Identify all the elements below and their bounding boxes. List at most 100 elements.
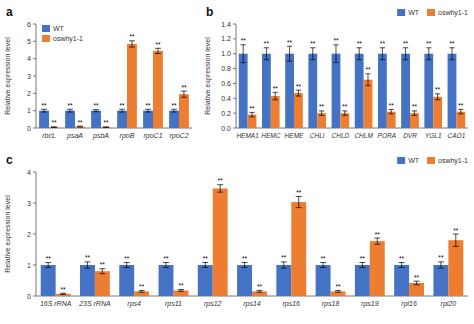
legend: WToswhy1-1 bbox=[42, 25, 83, 43]
significance-marker: ** bbox=[357, 40, 363, 47]
significance-marker: ** bbox=[264, 40, 270, 47]
significance-marker: ** bbox=[426, 40, 432, 47]
legend-label: WT bbox=[53, 25, 65, 32]
y-axis-label: Relative expression level bbox=[4, 37, 12, 115]
significance-marker: ** bbox=[139, 283, 145, 290]
y-tick-label: 1.2 bbox=[221, 35, 231, 42]
error-bar bbox=[273, 92, 278, 99]
error-bar bbox=[119, 109, 125, 112]
bar bbox=[262, 54, 271, 128]
bar bbox=[75, 127, 85, 128]
significance-marker: ** bbox=[414, 274, 420, 281]
legend: WToswhy1-1 bbox=[397, 157, 468, 165]
bar bbox=[239, 54, 248, 128]
significance-marker: ** bbox=[172, 102, 178, 109]
x-tick-label: HEME bbox=[285, 132, 304, 139]
bar bbox=[127, 44, 137, 128]
error-bar bbox=[249, 112, 254, 116]
error-bar bbox=[241, 45, 246, 63]
y-tick bbox=[33, 76, 36, 77]
significance-marker: ** bbox=[242, 255, 248, 262]
legend-label: oswhy1-1 bbox=[438, 157, 468, 165]
x-tick-label: rbcL bbox=[42, 132, 56, 139]
panel-label: c bbox=[6, 153, 13, 167]
error-bar bbox=[67, 109, 73, 112]
error-bar bbox=[256, 290, 262, 292]
x-tick-label: rps12 bbox=[204, 300, 222, 308]
error-bar bbox=[310, 48, 315, 60]
error-bar bbox=[281, 262, 287, 268]
bar bbox=[448, 240, 463, 296]
error-bar bbox=[171, 109, 177, 112]
y-tick-label: 4 bbox=[27, 55, 31, 62]
y-tick bbox=[33, 172, 36, 173]
error-bar bbox=[93, 110, 99, 112]
significance-marker: ** bbox=[310, 40, 316, 47]
significance-marker: ** bbox=[380, 40, 386, 47]
significance-marker: ** bbox=[85, 254, 91, 261]
error-bar bbox=[403, 48, 408, 60]
bar bbox=[237, 265, 252, 296]
x-tick-label: rps16 bbox=[283, 300, 301, 308]
significance-marker: ** bbox=[124, 255, 130, 262]
significance-marker: ** bbox=[375, 231, 381, 238]
significance-marker: ** bbox=[403, 40, 409, 47]
significance-marker: ** bbox=[296, 83, 302, 90]
panel-label: b bbox=[206, 5, 213, 19]
y-tick-label: 1 bbox=[27, 107, 31, 114]
y-tick-label: 0 bbox=[27, 125, 31, 132]
legend-label: WT bbox=[408, 9, 420, 16]
bar bbox=[117, 111, 127, 128]
significance-marker: ** bbox=[365, 66, 371, 73]
plot-area bbox=[239, 45, 465, 128]
bar bbox=[394, 265, 409, 296]
y-tick bbox=[33, 128, 36, 129]
significance-marker: ** bbox=[438, 254, 444, 261]
x-tick-label: PORA bbox=[378, 132, 396, 139]
significance-marker: ** bbox=[203, 255, 209, 262]
bar bbox=[294, 93, 303, 128]
x-tick-label: CHLI bbox=[310, 132, 325, 139]
y-tick-label: 0.4 bbox=[221, 95, 231, 102]
legend-swatch bbox=[397, 157, 405, 164]
y-axis-label: Relative expression level bbox=[4, 195, 12, 273]
bar bbox=[271, 96, 280, 128]
significance-marker: ** bbox=[51, 119, 57, 126]
y-tick bbox=[33, 296, 36, 297]
significance-marker: ** bbox=[399, 255, 405, 262]
y-tick bbox=[33, 93, 36, 94]
significance-marker: ** bbox=[218, 177, 224, 184]
significance-marker: ** bbox=[321, 255, 327, 262]
error-bar bbox=[45, 263, 51, 268]
y-axis bbox=[236, 24, 237, 128]
bar bbox=[39, 111, 49, 128]
error-bar bbox=[320, 263, 326, 268]
bar bbox=[169, 111, 179, 128]
significance-marker: ** bbox=[146, 102, 152, 109]
bar bbox=[378, 54, 387, 128]
bar bbox=[179, 94, 189, 128]
y-tick-label: 0.2 bbox=[221, 110, 231, 117]
bar bbox=[316, 265, 331, 296]
error-bar bbox=[145, 109, 151, 112]
figure: 0123456Relative expression levelarbcLpsa… bbox=[0, 0, 474, 324]
x-tick-label: rps19 bbox=[361, 300, 379, 308]
error-bar bbox=[333, 45, 338, 63]
x-tick-label: CHLD bbox=[332, 132, 350, 139]
error-bar bbox=[365, 74, 370, 86]
plot-area bbox=[39, 41, 189, 128]
y-tick bbox=[33, 234, 36, 235]
y-tick bbox=[33, 265, 36, 266]
significance-marker: ** bbox=[77, 119, 83, 126]
bar bbox=[198, 265, 213, 296]
error-bar bbox=[414, 281, 420, 285]
bar bbox=[119, 265, 134, 296]
error-bar bbox=[181, 91, 187, 97]
bar bbox=[101, 127, 111, 128]
significance-marker: ** bbox=[281, 254, 287, 261]
bar bbox=[364, 80, 373, 128]
bar bbox=[143, 111, 153, 128]
x-tick-label: rps11 bbox=[165, 300, 182, 308]
y-tick bbox=[233, 83, 236, 84]
error-bar bbox=[124, 263, 130, 268]
